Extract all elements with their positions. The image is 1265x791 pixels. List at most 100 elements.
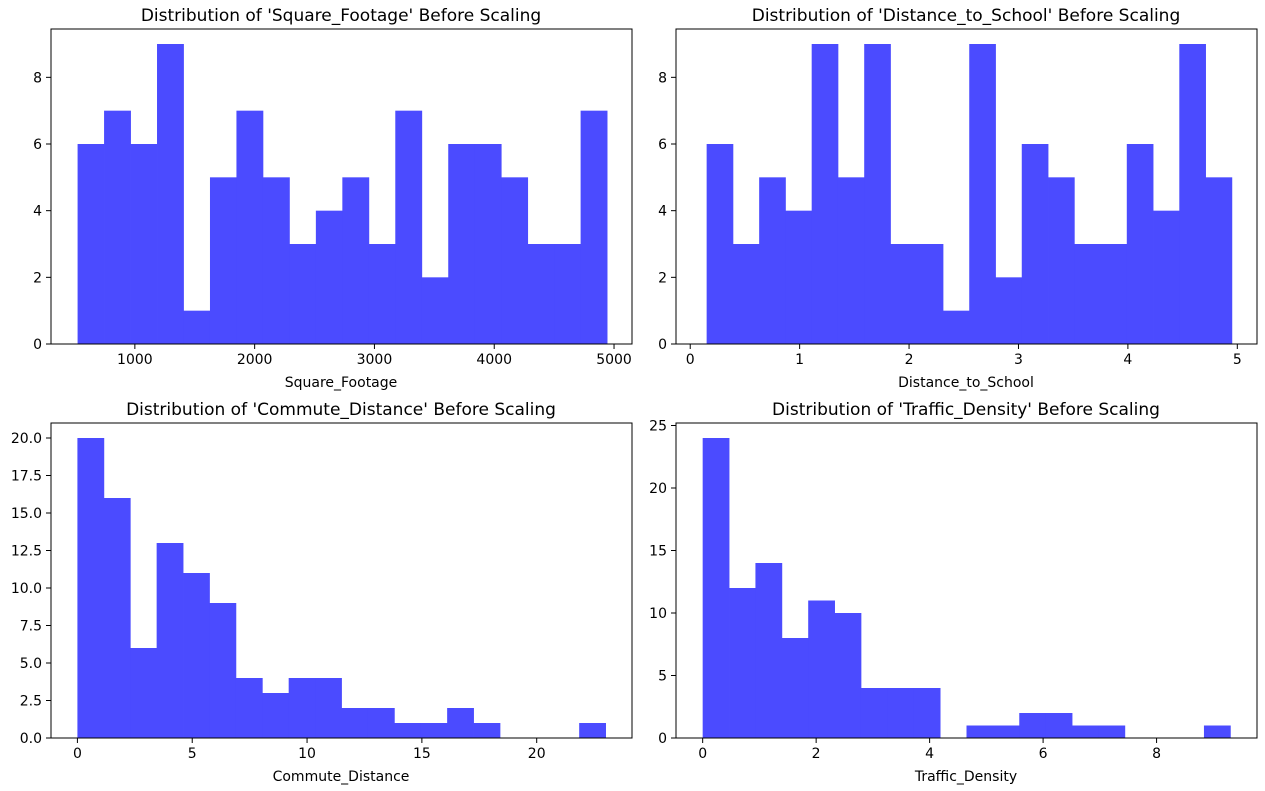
histogram-bar: [1179, 44, 1206, 344]
y-tick-label: 2.5: [20, 694, 42, 710]
histogram-bar: [890, 244, 918, 344]
histogram-bar: [156, 543, 184, 738]
histogram-bar: [342, 177, 370, 344]
histogram-bar: [729, 588, 756, 738]
histogram-commute-distance: Distribution of 'Commute_Distance' Befor…: [11, 400, 633, 785]
y-tick-label: 25: [649, 419, 667, 435]
x-tick-label: 0: [686, 352, 695, 368]
x-axis-label: Traffic_Density: [914, 769, 1017, 785]
x-tick-label: 4: [1123, 352, 1132, 368]
histogram-bar: [341, 708, 369, 738]
histogram-bar: [474, 144, 502, 344]
y-tick-label: 8: [658, 70, 667, 86]
histogram-bar: [183, 310, 211, 344]
histogram-bar: [289, 244, 317, 344]
axes-frame: [675, 422, 1258, 739]
histogram-bar: [473, 723, 501, 738]
chart-title: Distribution of 'Square_Footage' Before …: [141, 6, 541, 26]
histogram-bar: [104, 110, 131, 344]
histogram-bar: [315, 210, 343, 344]
histogram-bar: [1048, 177, 1075, 344]
x-tick-label: 1000: [117, 352, 153, 368]
y-tick-label: 0.0: [20, 731, 42, 747]
y-tick-label: 15.0: [11, 506, 42, 522]
histogram-bar: [942, 310, 970, 344]
x-axis-label: Distance_to_School: [898, 375, 1034, 391]
histogram-square-footage: Distribution of 'Square_Footage' Before …: [33, 6, 633, 391]
x-tick-label: 20: [528, 746, 546, 762]
histogram-bar: [759, 177, 786, 344]
histogram-bar: [732, 244, 760, 344]
x-tick-label: 2: [905, 352, 914, 368]
histogram-bar: [992, 725, 1020, 738]
chart-title: Distribution of 'Traffic_Density' Before…: [772, 400, 1160, 420]
axes-frame: [50, 422, 633, 739]
x-tick-label: 8: [1152, 746, 1161, 762]
y-tick-label: 2: [33, 270, 42, 286]
histogram-bar: [755, 563, 783, 738]
x-tick-label: 3: [1014, 352, 1023, 368]
x-tick-label: 2000: [237, 352, 273, 368]
histogram-bar: [421, 277, 449, 344]
axes-frame: [675, 28, 1258, 345]
x-tick-label: 0: [73, 746, 82, 762]
x-tick-label: 4: [925, 746, 934, 762]
histogram-bar: [1100, 244, 1128, 344]
histogram-bar: [262, 177, 290, 344]
histogram-bar: [1153, 210, 1180, 344]
y-tick-label: 17.5: [11, 469, 42, 485]
y-tick-label: 10.0: [11, 581, 42, 597]
histogram-bar: [785, 210, 813, 344]
x-tick-label: 2: [812, 746, 821, 762]
x-tick-label: 10: [298, 746, 316, 762]
histogram-bar: [288, 678, 316, 738]
histogram-bar: [368, 244, 396, 344]
y-tick-label: 5.0: [20, 656, 42, 672]
histogram-bar: [1019, 713, 1047, 738]
histogram-bar: [1098, 725, 1126, 738]
histogram-distance-to-school: Distribution of 'Distance_to_School' Bef…: [658, 6, 1258, 391]
x-tick-label: 15: [413, 746, 431, 762]
axes-frame: [50, 28, 633, 345]
x-tick-label: 1: [795, 352, 804, 368]
histogram-bar: [969, 44, 996, 344]
histogram-bar: [579, 723, 606, 738]
y-tick-label: 4: [33, 204, 42, 220]
histogram-bar: [103, 498, 131, 738]
histogram-bar: [554, 244, 581, 344]
x-tick-label: 5000: [596, 352, 632, 368]
histogram-bar: [706, 144, 734, 344]
histogram-bar: [864, 44, 891, 344]
histogram-bar: [209, 603, 237, 738]
y-tick-label: 8: [33, 70, 42, 86]
y-tick-label: 0: [658, 337, 667, 353]
y-tick-label: 4: [658, 204, 667, 220]
histogram-bar: [183, 573, 210, 738]
y-tick-label: 12.5: [11, 544, 42, 560]
histogram-bar: [447, 708, 474, 738]
histogram-bar: [315, 678, 342, 738]
histogram-bar: [580, 110, 608, 344]
histogram-bar: [501, 177, 529, 344]
y-tick-label: 15: [649, 544, 667, 560]
chart-title: Distribution of 'Distance_to_School' Bef…: [752, 6, 1181, 26]
histogram-bar: [394, 723, 422, 738]
histogram-bar: [834, 613, 862, 738]
histogram-bar: [1045, 713, 1073, 738]
histogram-bar: [887, 688, 915, 738]
y-tick-label: 7.5: [20, 619, 42, 635]
histogram-bar: [995, 277, 1023, 344]
histogram-bar: [395, 110, 423, 344]
histogram-bar: [209, 177, 237, 344]
y-tick-label: 20: [649, 481, 667, 497]
histogram-bar: [860, 688, 888, 738]
histogram-traffic-density: Distribution of 'Traffic_Density' Before…: [649, 400, 1258, 785]
histogram-bar: [77, 144, 105, 344]
x-axis-label: Commute_Distance: [273, 769, 410, 785]
x-tick-label: 6: [1039, 746, 1048, 762]
histogram-bar: [236, 110, 264, 344]
y-tick-label: 0: [33, 337, 42, 353]
histogram-bar: [527, 244, 555, 344]
histogram-bar: [837, 177, 865, 344]
